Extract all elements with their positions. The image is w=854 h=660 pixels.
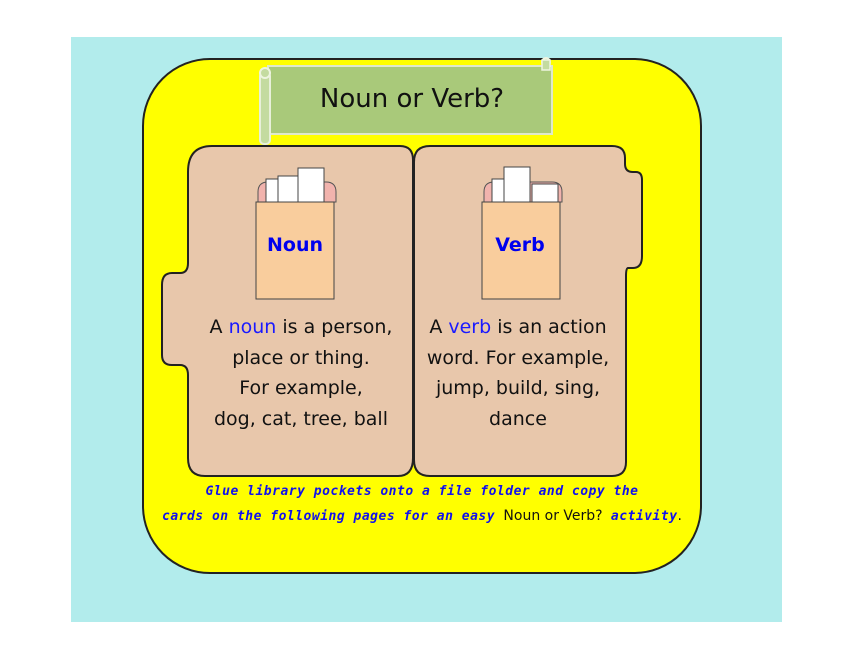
right-folder-panel [413,145,643,477]
verb-keyword: verb [448,316,492,338]
page-title: Noun or Verb? [319,84,505,114]
verb-pocket-icon [481,166,563,300]
verb-pocket-label: Verb [495,234,545,256]
activity-name: Noun or Verb? [503,508,603,524]
noun-definition-line-4: dog, cat, tree, ball [213,407,388,430]
verb-definition: A verb is an action word. For example, j… [412,312,624,434]
noun-pocket-label: Noun [266,234,323,256]
noun-definition-line-2: place or thing. [232,346,370,369]
noun-definition: A noun is a person, place or thing. For … [190,312,412,434]
instructions-line-2: cards on the following pages for an easy… [162,508,682,524]
verb-definition-line-4: dance [489,407,547,430]
noun-keyword: noun [228,316,277,338]
noun-definition-line-1: A noun is a person, [209,316,393,338]
left-folder-panel [161,145,414,477]
verb-definition-line-2: word. For example, [426,346,610,369]
noun-pocket-icon [255,167,337,300]
noun-definition-line-3: For example, [239,377,363,399]
instructions-line-1: Glue library pockets onto a file folder … [205,484,639,499]
verb-definition-line-3: jump, build, sing, [435,377,601,399]
verb-definition-line-1: A verb is an action [429,316,607,338]
